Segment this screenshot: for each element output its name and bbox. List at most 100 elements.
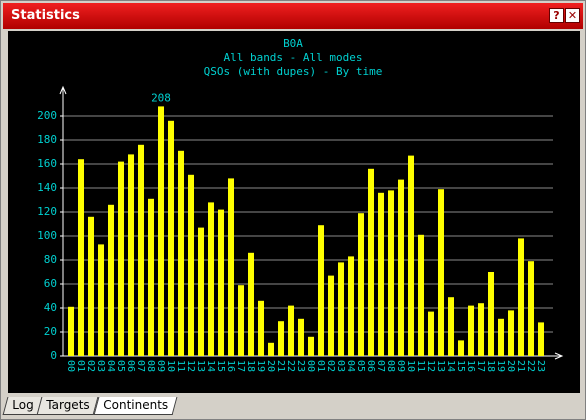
tab-label[interactable]: Targets (46, 398, 91, 412)
bar (258, 300, 264, 356)
x-tick-label: 21 (515, 360, 526, 372)
x-tick-label: 17 (235, 360, 246, 372)
close-button[interactable]: ✕ (565, 8, 580, 23)
x-tick-label: 06 (125, 360, 136, 372)
x-tick-label: 12 (425, 360, 436, 372)
x-tick-label: 20 (265, 360, 276, 372)
y-tick-label: 120 (37, 205, 57, 218)
x-tick-label: 09 (395, 360, 406, 372)
bar (288, 305, 294, 356)
tab-label[interactable]: Log (12, 398, 34, 412)
bar (338, 262, 344, 356)
bar (468, 305, 474, 356)
x-tick-label: 05 (115, 360, 126, 372)
bar (98, 244, 104, 356)
bar (488, 272, 494, 356)
x-tick-label: 03 (335, 360, 346, 372)
bar (148, 198, 154, 356)
bar (188, 174, 194, 356)
x-tick-label: 02 (325, 360, 336, 372)
bar (348, 256, 354, 356)
y-tick-label: 180 (37, 133, 57, 146)
x-tick-label: 19 (255, 360, 266, 372)
x-tick-label: 08 (385, 360, 396, 372)
x-tick-label: 19 (495, 360, 506, 372)
x-tick-label: 11 (175, 360, 186, 372)
bar (358, 213, 364, 356)
x-tick-label: 00 (65, 360, 76, 372)
x-tick-label: 15 (455, 360, 466, 372)
y-tick-label: 140 (37, 181, 57, 194)
tab[interactable]: Targets (37, 397, 100, 415)
bar (428, 311, 434, 356)
x-tick-label: 16 (465, 360, 476, 372)
x-tick-label: 03 (95, 360, 106, 372)
bar (128, 154, 134, 356)
bar (108, 204, 114, 356)
bar (278, 321, 284, 356)
x-tick-label: 22 (285, 360, 296, 372)
x-tick-label: 06 (365, 360, 376, 372)
x-tick-label: 08 (145, 360, 156, 372)
x-tick-label: 16 (225, 360, 236, 372)
bar (408, 155, 414, 356)
window-title: Statistics (11, 8, 80, 23)
tab[interactable]: Continents (93, 397, 178, 415)
x-tick-label: 18 (245, 360, 256, 372)
help-button[interactable]: ? (549, 8, 564, 23)
bar (118, 161, 124, 356)
bar (88, 216, 94, 356)
x-tick-label: 13 (435, 360, 446, 372)
x-tick-label: 12 (185, 360, 196, 372)
bar (378, 192, 384, 356)
x-tick-label: 14 (445, 360, 456, 372)
y-tick-label: 100 (37, 229, 57, 242)
bar (68, 306, 74, 356)
bar (308, 336, 314, 356)
title-bar: Statistics ? ✕ (3, 3, 583, 29)
y-tick-label: 20 (44, 325, 57, 338)
x-tick-label: 01 (75, 360, 86, 372)
bar (208, 202, 214, 356)
x-tick-label: 04 (105, 360, 116, 372)
bar (538, 322, 544, 356)
y-tick-label: 200 (37, 109, 57, 122)
x-tick-label: 04 (345, 360, 356, 372)
bar (418, 234, 424, 356)
bar (478, 303, 484, 356)
bar (268, 342, 274, 356)
bar (168, 120, 174, 356)
chart-subtitle: QSOs (with dupes) - By time (204, 65, 383, 78)
y-tick-label: 60 (44, 277, 57, 290)
x-tick-label: 14 (205, 360, 216, 372)
bar (238, 285, 244, 356)
bar (508, 310, 514, 356)
chart-area: B0A All bands - All modes QSOs (with dupe… (8, 31, 580, 393)
bar (438, 189, 444, 356)
bar (518, 238, 524, 356)
y-tick-label: 40 (44, 301, 57, 314)
x-tick-label: 15 (215, 360, 226, 372)
x-tick-label: 13 (195, 360, 206, 372)
x-tick-label: 05 (355, 360, 366, 372)
bar (78, 159, 84, 356)
tab-label[interactable]: Continents (103, 398, 169, 412)
bar (368, 168, 374, 356)
y-axis-arrow (59, 85, 67, 95)
x-tick-label: 09 (155, 360, 166, 372)
x-tick-label: 23 (535, 360, 546, 372)
x-tick-label: 02 (85, 360, 96, 372)
x-tick-label: 20 (505, 360, 516, 372)
x-tick-label: 22 (525, 360, 536, 372)
chart-subtitle: All bands - All modes (223, 51, 362, 64)
x-tick-label: 10 (165, 360, 176, 372)
bar (528, 261, 534, 356)
bar (178, 150, 184, 356)
bar (138, 144, 144, 356)
bar (158, 106, 164, 357)
x-tick-label: 11 (415, 360, 426, 372)
bar (228, 178, 234, 356)
x-tick-label: 17 (475, 360, 486, 372)
bar (318, 225, 324, 356)
